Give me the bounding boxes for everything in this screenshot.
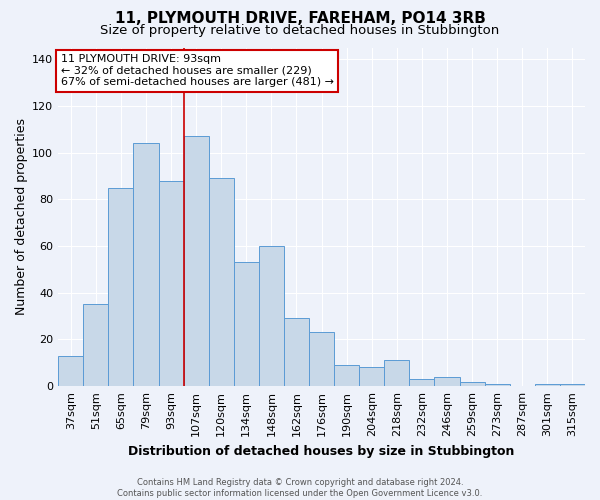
Text: Contains HM Land Registry data © Crown copyright and database right 2024.
Contai: Contains HM Land Registry data © Crown c…	[118, 478, 482, 498]
Bar	[384, 360, 409, 386]
Bar	[158, 180, 184, 386]
Bar	[409, 379, 434, 386]
Bar	[284, 318, 309, 386]
Bar	[535, 384, 560, 386]
Bar	[109, 188, 133, 386]
Bar	[434, 377, 460, 386]
Bar	[460, 382, 485, 386]
Bar	[58, 356, 83, 386]
Bar	[184, 136, 209, 386]
Bar	[485, 384, 510, 386]
Bar	[334, 365, 359, 386]
Text: 11, PLYMOUTH DRIVE, FAREHAM, PO14 3RB: 11, PLYMOUTH DRIVE, FAREHAM, PO14 3RB	[115, 11, 485, 26]
Bar	[359, 368, 384, 386]
Y-axis label: Number of detached properties: Number of detached properties	[15, 118, 28, 316]
Bar	[234, 262, 259, 386]
X-axis label: Distribution of detached houses by size in Stubbington: Distribution of detached houses by size …	[128, 444, 515, 458]
Bar	[209, 178, 234, 386]
Bar	[259, 246, 284, 386]
Bar	[309, 332, 334, 386]
Bar	[83, 304, 109, 386]
Bar	[560, 384, 585, 386]
Text: Size of property relative to detached houses in Stubbington: Size of property relative to detached ho…	[100, 24, 500, 37]
Bar	[133, 144, 158, 386]
Text: 11 PLYMOUTH DRIVE: 93sqm
← 32% of detached houses are smaller (229)
67% of semi-: 11 PLYMOUTH DRIVE: 93sqm ← 32% of detach…	[61, 54, 334, 88]
